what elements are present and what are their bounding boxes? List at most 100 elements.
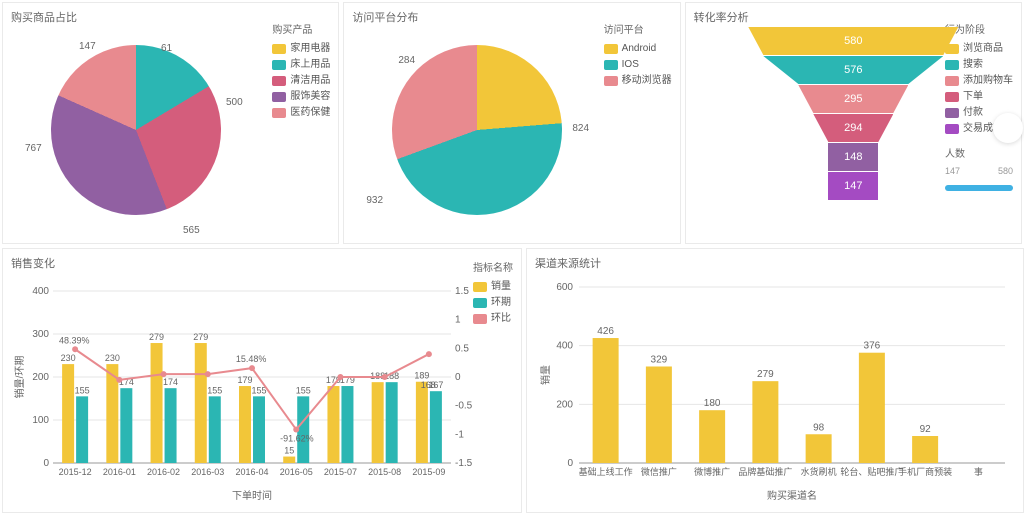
- combo-chart: 0100200300400-1.5-1-0.500.511.52015-1220…: [11, 273, 511, 503]
- svg-text:-1: -1: [455, 429, 464, 440]
- svg-text:2016-05: 2016-05: [280, 467, 313, 477]
- svg-text:基础上线工作: 基础上线工作: [579, 466, 633, 477]
- bar-chart: 0200400600426基础上线工作329微信推广180微博推广279品牌基础…: [535, 273, 1015, 503]
- panel-sales-change: 销售变化 指标名称 销量环期环比 0100200300400-1.5-1-0.5…: [2, 248, 522, 513]
- svg-text:0.5: 0.5: [455, 343, 469, 354]
- legend-label: 医药保健: [290, 105, 330, 121]
- svg-text:98: 98: [813, 422, 825, 433]
- pie-value-label: 147: [79, 41, 96, 52]
- funnel-step[interactable]: 576: [763, 56, 943, 84]
- svg-text:微博推广: 微博推广: [694, 466, 730, 477]
- pie-value-label: 824: [572, 123, 589, 134]
- svg-text:购买渠道名: 购买渠道名: [767, 489, 817, 502]
- funnel-step[interactable]: 147: [828, 172, 878, 200]
- pie-chart: 824932284: [392, 45, 562, 215]
- panel-product-share: 购买商品占比 购买产品 家用电器床上用品清洁用品服饰美容医药保健 6150056…: [2, 2, 339, 244]
- legend-swatch: [473, 282, 487, 292]
- legend: 访问平台 AndroidIOS移动浏览器: [604, 23, 672, 89]
- svg-text:手机厂商预装: 手机厂商预装: [898, 466, 952, 477]
- legend-item[interactable]: 医药保健: [272, 105, 330, 121]
- legend-label: 服饰美容: [290, 89, 330, 105]
- legend-swatch: [473, 314, 487, 324]
- legend: 购买产品 家用电器床上用品清洁用品服饰美容医药保健: [272, 23, 330, 121]
- svg-text:2015-12: 2015-12: [59, 467, 92, 477]
- fab-button[interactable]: [993, 113, 1023, 143]
- legend-item[interactable]: 环比: [473, 311, 513, 327]
- svg-text:230: 230: [105, 353, 120, 363]
- legend-swatch: [272, 76, 286, 86]
- svg-text:销量: 销量: [539, 365, 552, 385]
- legend-label: Android: [622, 41, 656, 57]
- svg-text:2015-07: 2015-07: [324, 467, 357, 477]
- legend-label: 环期: [491, 295, 511, 311]
- svg-text:400: 400: [32, 286, 49, 297]
- legend-swatch: [272, 92, 286, 102]
- legend-label: 环比: [491, 311, 511, 327]
- svg-text:200: 200: [556, 399, 573, 410]
- svg-text:事: 事: [974, 466, 983, 477]
- panel-platform-dist: 访问平台分布 访问平台 AndroidIOS移动浏览器 824932284: [343, 2, 680, 244]
- svg-text:376: 376: [864, 341, 881, 352]
- pie-value-label: 500: [226, 97, 243, 108]
- svg-text:微信推广: 微信推广: [641, 466, 677, 477]
- legend-swatch: [473, 298, 487, 308]
- pie-value-label: 565: [183, 225, 200, 236]
- panel-title: 渠道来源统计: [535, 255, 1015, 271]
- svg-text:1.5: 1.5: [455, 286, 469, 297]
- svg-text:水货刷机: 水货刷机: [801, 466, 837, 477]
- svg-text:230: 230: [61, 353, 76, 363]
- legend-item[interactable]: 环期: [473, 295, 513, 311]
- legend-swatch: [604, 44, 618, 54]
- pie-value-label: 767: [25, 143, 42, 154]
- svg-text:下单时间: 下单时间: [232, 489, 272, 502]
- legend-item[interactable]: 清洁用品: [272, 73, 330, 89]
- svg-text:279: 279: [149, 332, 164, 342]
- legend: 指标名称 销量环期环比: [473, 261, 513, 327]
- legend-label: 销量: [491, 279, 511, 295]
- svg-text:329: 329: [651, 354, 668, 365]
- legend-label: 移动浏览器: [622, 73, 672, 89]
- funnel-step[interactable]: 295: [798, 85, 908, 113]
- svg-text:155: 155: [207, 385, 222, 395]
- legend-item[interactable]: 移动浏览器: [604, 73, 672, 89]
- legend-swatch: [272, 44, 286, 54]
- legend-item[interactable]: 床上用品: [272, 57, 330, 73]
- legend-item[interactable]: Android: [604, 41, 672, 57]
- svg-text:48.39%: 48.39%: [59, 335, 90, 345]
- legend-label: 付款: [963, 105, 983, 121]
- svg-text:600: 600: [556, 282, 573, 293]
- legend-item[interactable]: 销量: [473, 279, 513, 295]
- legend-label: 家用电器: [290, 41, 330, 57]
- legend-swatch: [604, 76, 618, 86]
- svg-text:销量/环期: 销量/环期: [13, 356, 26, 399]
- legend-item[interactable]: IOS: [604, 57, 672, 73]
- svg-text:2016-03: 2016-03: [191, 467, 224, 477]
- funnel-step[interactable]: 294: [813, 114, 893, 142]
- svg-text:92: 92: [920, 424, 932, 435]
- svg-text:400: 400: [556, 341, 573, 352]
- funnel-step[interactable]: 580: [748, 27, 958, 55]
- legend-label: 清洁用品: [290, 73, 330, 89]
- legend-label: IOS: [622, 57, 639, 73]
- panel-channel-stats: 渠道来源统计 0200400600426基础上线工作329微信推广180微博推广…: [526, 248, 1024, 513]
- legend-title: 访问平台: [604, 23, 672, 39]
- svg-text:279: 279: [193, 332, 208, 342]
- panel-title: 销售变化: [11, 255, 513, 271]
- legend-label: 床上用品: [290, 57, 330, 73]
- svg-text:-1.5: -1.5: [455, 458, 473, 469]
- legend-item[interactable]: 家用电器: [272, 41, 330, 57]
- svg-text:2015-09: 2015-09: [412, 467, 445, 477]
- legend-item[interactable]: 服饰美容: [272, 89, 330, 105]
- funnel-step[interactable]: 148: [828, 143, 878, 171]
- legend-label: 搜索: [963, 57, 983, 73]
- svg-text:2016-01: 2016-01: [103, 467, 136, 477]
- svg-text:1: 1: [455, 315, 461, 326]
- svg-text:品牌基础推广: 品牌基础推广: [738, 466, 792, 477]
- legend-swatch: [272, 108, 286, 118]
- panel-conversion: 转化率分析 行为阶段 浏览商品搜索添加购物车下单付款交易成功 人数 147 58…: [685, 2, 1022, 244]
- svg-text:155: 155: [75, 385, 90, 395]
- legend-title: 指标名称: [473, 261, 513, 277]
- svg-text:300: 300: [32, 329, 49, 340]
- svg-text:100: 100: [32, 415, 49, 426]
- svg-text:0: 0: [43, 458, 49, 469]
